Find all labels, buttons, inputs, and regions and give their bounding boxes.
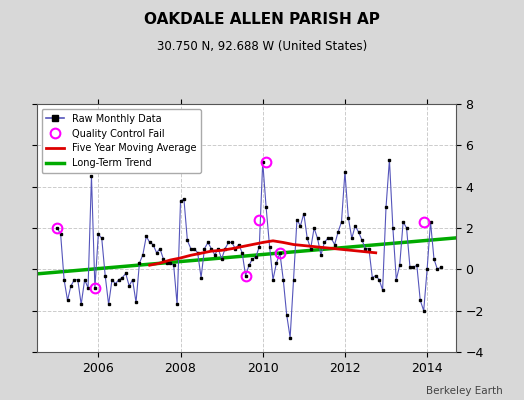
Legend: Raw Monthly Data, Quality Control Fail, Five Year Moving Average, Long-Term Tren: Raw Monthly Data, Quality Control Fail, …: [41, 109, 201, 173]
Text: 30.750 N, 92.688 W (United States): 30.750 N, 92.688 W (United States): [157, 40, 367, 53]
Text: OAKDALE ALLEN PARISH AP: OAKDALE ALLEN PARISH AP: [144, 12, 380, 27]
Text: Berkeley Earth: Berkeley Earth: [427, 386, 503, 396]
